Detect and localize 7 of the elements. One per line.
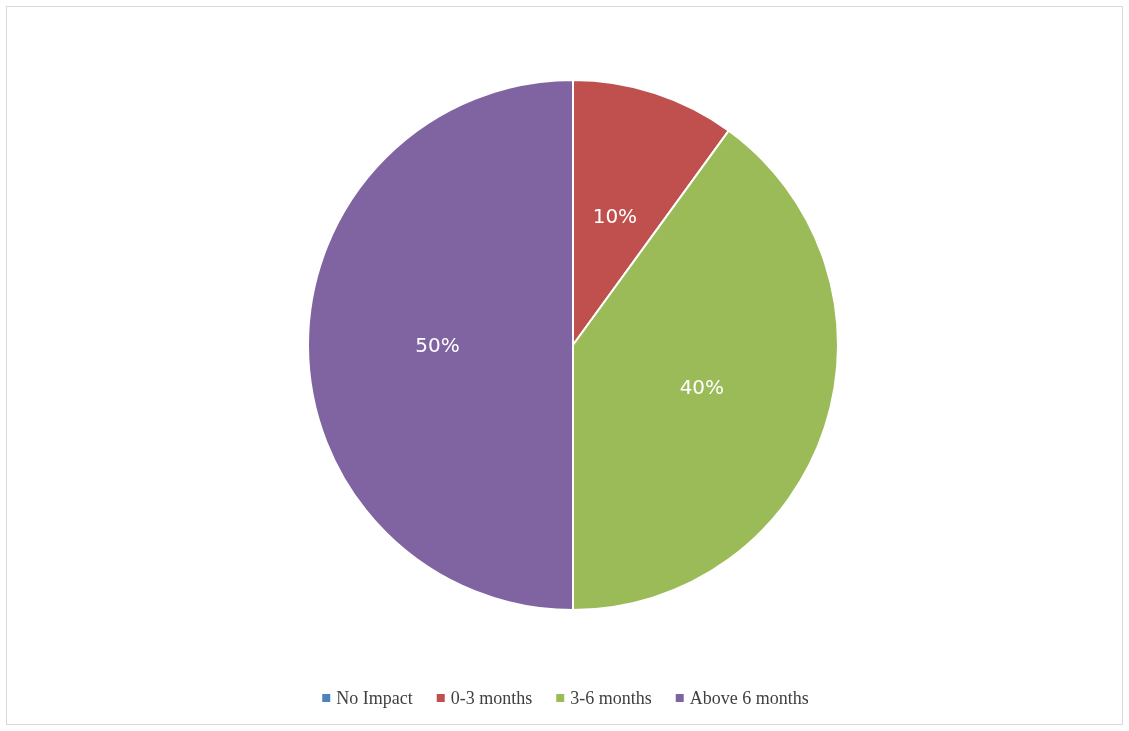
data-label: 10% [592, 204, 638, 229]
legend-label: No Impact [336, 688, 413, 708]
data-label: 40% [679, 374, 725, 399]
legend-label: Above 6 months [689, 688, 809, 708]
data-label: 50% [415, 333, 460, 357]
legend-label: 3-6 months [570, 688, 652, 708]
legend-label: 0-3 months [450, 688, 533, 708]
